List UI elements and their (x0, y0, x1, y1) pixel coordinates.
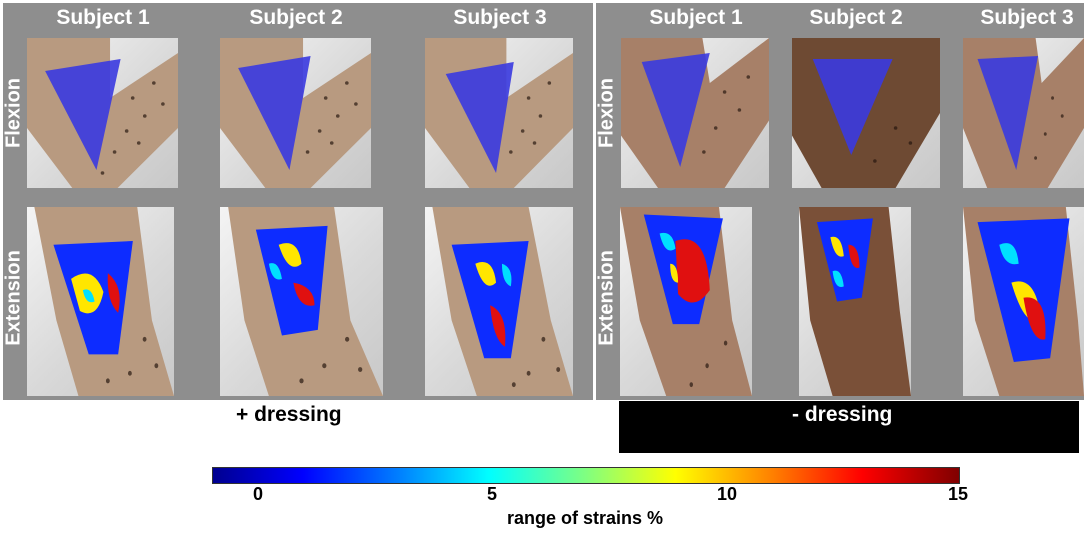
extension-photo-subject-2 (799, 207, 911, 396)
extension-photo-subject-1 (620, 207, 752, 396)
subject-heading: Subject 3 (980, 6, 1074, 29)
flexion-photo-subject-1 (621, 38, 769, 188)
subject-heading: Subject 1 (649, 6, 743, 29)
extension-photo-subject-3 (425, 207, 573, 396)
flexion-photo-subject-2 (220, 38, 371, 188)
row-label-extension: Extension (2, 250, 25, 346)
row-label-flexion: Flexion (595, 77, 618, 149)
subject-heading: Subject 2 (249, 6, 343, 29)
caption-without-dressing-bar (619, 401, 1079, 453)
extension-photo-subject-1 (27, 207, 174, 396)
subject-heading: Subject 2 (809, 6, 903, 29)
panel-without-dressing: Subject 1 Subject 2 Subject 3 Flexion Ex… (596, 3, 1084, 400)
subject-heading: Subject 1 (56, 6, 150, 29)
colorbar-title: range of strains % (506, 508, 664, 528)
colorbar-tick: 15 (947, 484, 969, 504)
colorbar-tick: 0 (252, 484, 264, 504)
colorbar-tick: 5 (486, 484, 498, 504)
colorbar-tick: 10 (716, 484, 738, 504)
panel-with-dressing: Subject 1 Subject 2 Subject 3 Flexion Ex… (3, 3, 593, 400)
subject-heading: Subject 3 (453, 6, 547, 29)
flexion-photo-subject-3 (425, 38, 573, 188)
extension-photo-subject-2 (220, 207, 383, 396)
caption-without-dressing: - dressing (792, 403, 893, 426)
strain-colorbar (212, 467, 960, 484)
row-label-extension: Extension (595, 250, 618, 346)
flexion-photo-subject-3 (963, 38, 1084, 188)
row-label-flexion: Flexion (2, 77, 25, 149)
flexion-photo-subject-1 (27, 38, 178, 188)
flexion-photo-subject-2 (792, 38, 940, 188)
caption-with-dressing: + dressing (236, 403, 342, 426)
extension-photo-subject-3 (963, 207, 1084, 396)
